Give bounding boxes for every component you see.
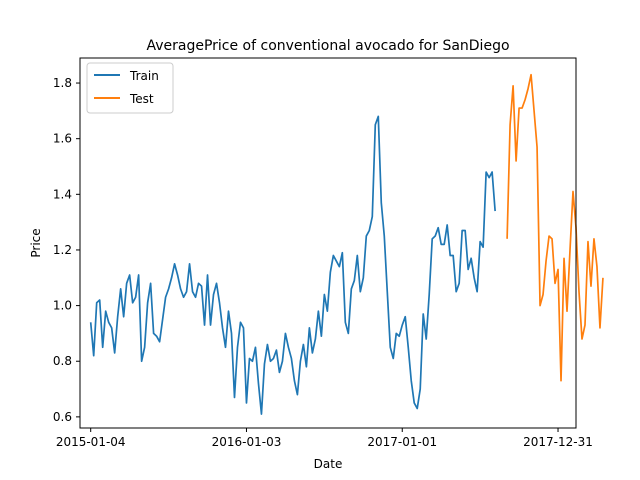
y-axis-label: Price (29, 228, 43, 257)
y-tick-label: 0.8 (53, 354, 72, 368)
y-tick-label: 1.2 (53, 243, 72, 257)
x-tick-label: 2017-01-01 (367, 435, 437, 449)
legend-label-test: Test (129, 92, 154, 106)
legend-label-train: Train (129, 69, 159, 83)
x-axis-label: Date (314, 457, 343, 471)
x-tick-label: 2017-12-31 (523, 435, 593, 449)
plot-frame (79, 57, 577, 429)
y-tick-label: 1.4 (53, 187, 72, 201)
legend: Train Test (86, 62, 174, 114)
series-line-train (89, 115, 496, 415)
y-tick-label: 0.6 (53, 410, 72, 424)
series-line-test (506, 73, 604, 382)
plot-area (89, 73, 604, 415)
x-tick-label: 2016-01-03 (212, 435, 282, 449)
axis-ticks: 2015-01-04 2016-01-03 2017-01-01 2017-12-31… (53, 76, 593, 449)
y-tick-label: 1.8 (53, 76, 72, 90)
chart-title: AveragePrice of conventional avocado for… (146, 38, 509, 54)
y-tick-label: 1.6 (53, 132, 72, 146)
x-tick-label: 2015-01-04 (56, 435, 126, 449)
y-tick-label: 1.0 (53, 299, 72, 313)
